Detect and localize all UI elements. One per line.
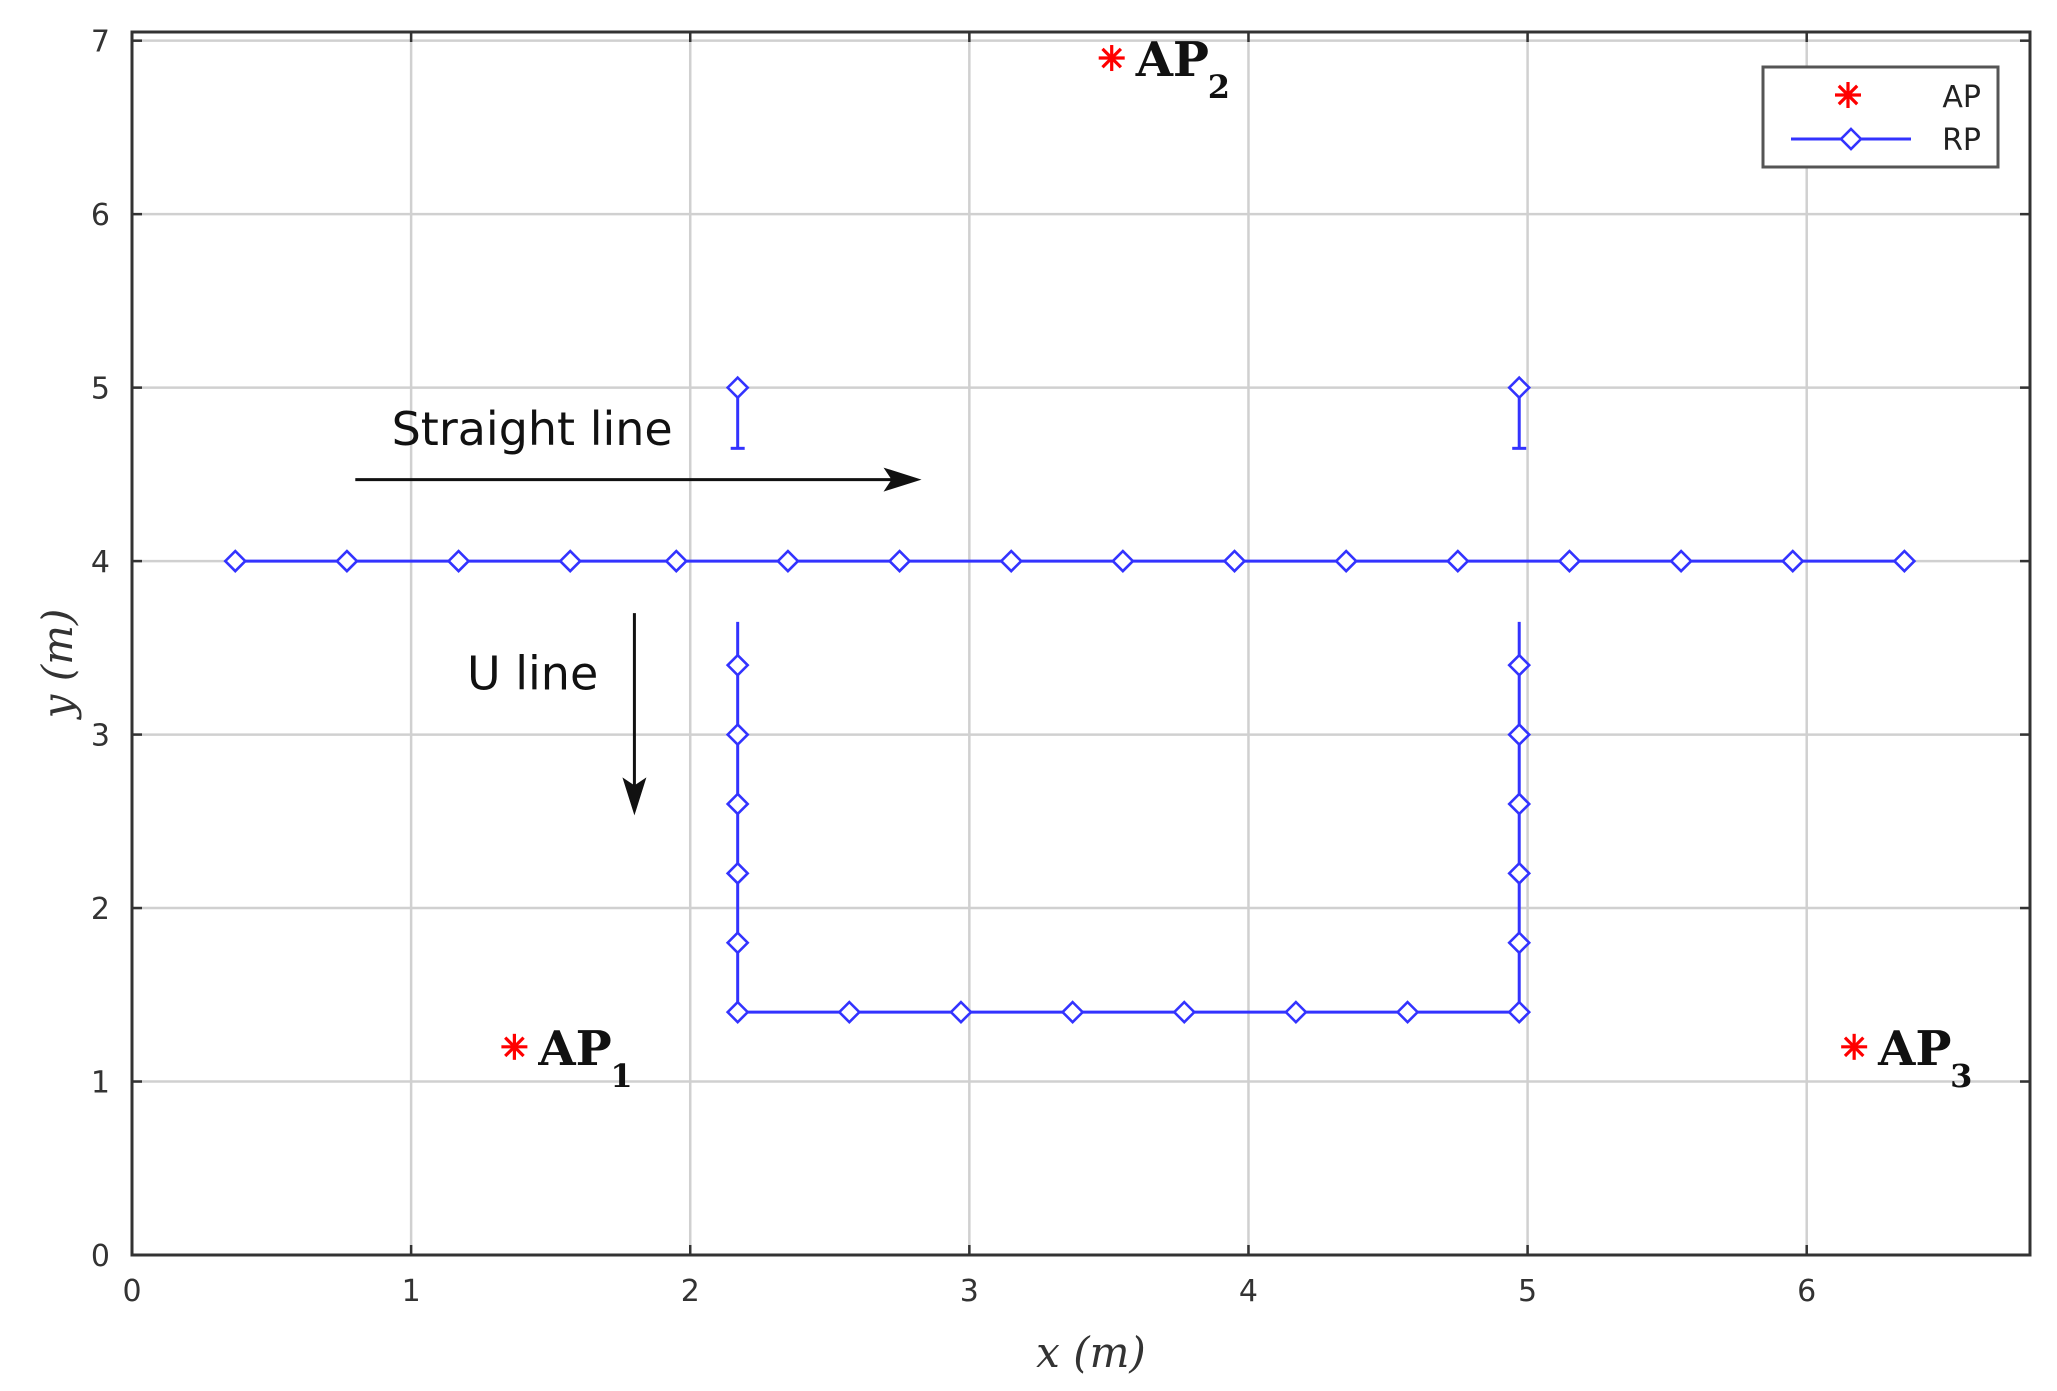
rp-point: [1111, 549, 1135, 573]
x-tick-label: 4: [1239, 1274, 1258, 1309]
x-tick-label: 1: [402, 1274, 421, 1309]
annotation-arrow-head: [883, 467, 922, 492]
rp-point: [664, 549, 689, 573]
annotation-text: Straight line: [392, 402, 673, 456]
rp-u-line: [736, 621, 1521, 1014]
rp-point: [1892, 549, 1917, 573]
rp-point: [558, 549, 583, 573]
rp-point: [949, 1000, 973, 1024]
legend-rp-marker: [1839, 127, 1863, 151]
annotation-text: U line: [467, 646, 598, 700]
y-tick-label: 5: [91, 372, 110, 407]
rp-point: [1557, 549, 1582, 573]
x-tick-label: 3: [960, 1274, 979, 1309]
rp-point: [1284, 1000, 1308, 1024]
legend: AP RP: [1761, 65, 2000, 169]
ap-label: AP: [1877, 1021, 1951, 1077]
rp-point: [446, 549, 471, 573]
y-tick-label: 6: [91, 198, 110, 233]
rp-point: [1222, 549, 1247, 573]
rp-point: [223, 549, 248, 573]
x-tick-label: 5: [1518, 1274, 1537, 1309]
x-tick-label: 2: [681, 1274, 700, 1309]
ap-marker: [1841, 1033, 1868, 1060]
ap-label: AP: [537, 1021, 611, 1077]
asterisk-stroke: [1101, 47, 1123, 69]
rp-point: [1669, 549, 1693, 573]
rp-point: [725, 375, 750, 400]
ap-label-subscript: 1: [610, 1057, 632, 1095]
rp-point: [1780, 549, 1805, 573]
y-tick-label: 0: [91, 1239, 110, 1274]
legend-box: [1761, 65, 2000, 169]
x-axis-label: x (m): [1036, 1328, 1146, 1377]
rp-point: [887, 549, 912, 573]
rp-point: [1060, 1000, 1085, 1024]
rp-point: [725, 653, 750, 678]
legend-label-rp: RP: [1942, 123, 1981, 158]
x-tick-label: 0: [122, 1274, 141, 1309]
rp-point: [1507, 722, 1532, 747]
y-axis-label: y (m): [33, 609, 82, 721]
rp-point: [1172, 1000, 1197, 1024]
rp-point: [725, 861, 750, 886]
rp-point: [1507, 930, 1532, 955]
rp-point: [1395, 1000, 1420, 1024]
plot-frame: [130, 30, 2032, 1257]
rp-point: [1507, 375, 1532, 400]
y-tick-label: 7: [91, 25, 110, 60]
rp-point: [725, 722, 750, 747]
annotation-arrow-head: [622, 777, 647, 816]
rp-point: [1445, 549, 1470, 573]
rp-point: [1507, 861, 1532, 886]
ap-label-subscript: 2: [1208, 68, 1230, 106]
y-tick-label: 1: [91, 1066, 110, 1101]
ap-marker: [1098, 45, 1125, 72]
rp-point: [1334, 549, 1359, 573]
y-tick-label: 2: [91, 892, 110, 927]
y-tick-label: 4: [91, 545, 110, 580]
rp-point: [1507, 653, 1532, 678]
annotation-layer: Straight line U line: [355, 402, 922, 816]
rp-point: [335, 549, 359, 573]
rp-point: [725, 930, 750, 955]
rp-point: [725, 1000, 750, 1024]
y-tick-label: 3: [91, 719, 110, 754]
rp-point: [1507, 1000, 1532, 1024]
x-tick-label: 6: [1797, 1274, 1816, 1309]
ap-marker: [501, 1033, 528, 1060]
axes: 0 1 2 3 4 5 6 0 1 2 3 4 5 6 7 x (m) y (m): [33, 25, 2032, 1377]
rp-point: [1507, 792, 1532, 816]
ap-label-subscript: 3: [1950, 1057, 1972, 1095]
asterisk-stroke: [1837, 84, 1859, 106]
ap-label: AP: [1135, 32, 1209, 88]
legend-label-ap: AP: [1942, 80, 1981, 115]
legend-ap-marker: [1835, 82, 1861, 108]
rp-point: [999, 549, 1024, 573]
asterisk-stroke: [504, 1036, 525, 1058]
rp-point: [837, 1000, 862, 1024]
rp-point: [725, 792, 750, 816]
asterisk-stroke: [1843, 1036, 1865, 1058]
rp-point: [776, 549, 800, 573]
